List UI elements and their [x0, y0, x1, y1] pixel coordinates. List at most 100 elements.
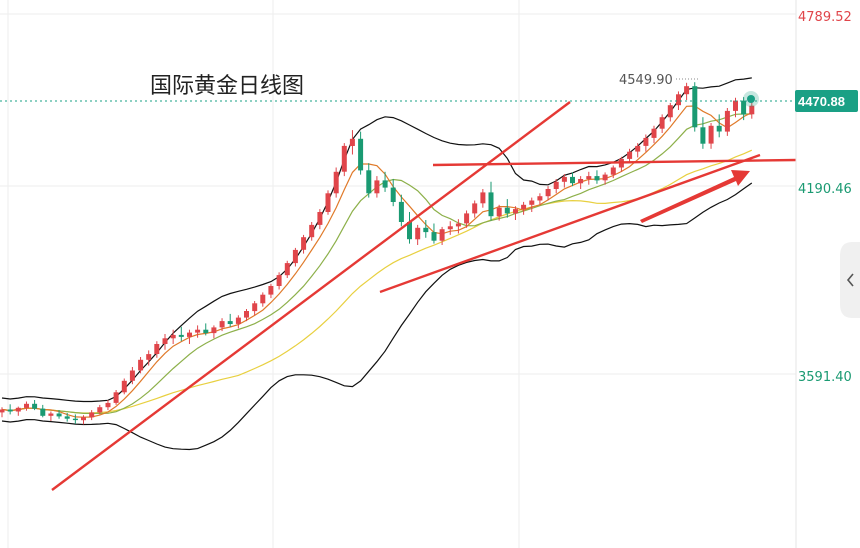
- axis-label-top: 4789.52: [798, 10, 852, 25]
- candle: [513, 206, 518, 220]
- bollinger-lower: [1, 182, 753, 451]
- candle: [227, 313, 233, 327]
- candle: [716, 114, 722, 138]
- candle-body: [162, 338, 168, 344]
- candle: [676, 91, 681, 110]
- candle: [570, 172, 575, 187]
- candle: [48, 411, 54, 421]
- candle-body: [56, 413, 62, 417]
- candle: [692, 82, 698, 132]
- candle-body: [292, 249, 298, 264]
- candle: [415, 224, 421, 245]
- candle-body: [398, 201, 404, 222]
- current-price-label: 4470.88: [798, 94, 845, 109]
- candle: [121, 378, 127, 395]
- candles: [0, 82, 755, 425]
- candle-body: [496, 207, 502, 217]
- candle: [390, 179, 396, 207]
- candle-body: [211, 327, 217, 334]
- candle: [211, 325, 217, 339]
- candle: [684, 82, 690, 100]
- candle-body: [358, 138, 364, 171]
- candle-body: [48, 413, 54, 416]
- candle: [317, 209, 323, 230]
- chart-title: 国际黄金日线图: [150, 74, 304, 99]
- candle-body: [138, 359, 144, 371]
- candle-body: [24, 403, 29, 408]
- candle-body: [301, 237, 307, 250]
- candle: [431, 223, 437, 244]
- candle: [268, 283, 274, 299]
- candle: [24, 401, 29, 411]
- candle: [439, 226, 445, 245]
- bollinger-upper: [1, 77, 752, 403]
- candle-body: [382, 180, 388, 188]
- candle: [162, 334, 168, 350]
- candle-body: [390, 187, 396, 202]
- candle: [700, 117, 706, 149]
- candle-body: [659, 117, 665, 129]
- candle: [366, 163, 372, 198]
- candle-body: [684, 86, 690, 95]
- candle: [325, 190, 331, 215]
- candle: [32, 400, 38, 411]
- candle-body: [570, 176, 575, 184]
- candle: [618, 156, 624, 172]
- candle: [635, 143, 641, 158]
- candle: [455, 219, 461, 234]
- candle-body: [178, 334, 184, 337]
- candle: [97, 404, 103, 415]
- candle-body: [40, 408, 46, 416]
- candle-body: [89, 412, 95, 418]
- candle-body: [667, 105, 673, 118]
- candle-body: [415, 227, 421, 240]
- candle-body: [553, 181, 559, 189]
- candle-body: [268, 286, 274, 295]
- candle-body: [578, 179, 584, 184]
- candle: [170, 329, 176, 344]
- grid: [0, 0, 796, 548]
- candle: [472, 200, 478, 218]
- trend-arrow: [640, 170, 750, 223]
- candle-body: [480, 192, 486, 204]
- candle: [154, 341, 160, 358]
- candle-body: [733, 100, 738, 111]
- candle-body: [121, 380, 127, 393]
- candle-body: [227, 321, 233, 324]
- chevron-left-icon[interactable]: [846, 273, 854, 287]
- candle: [178, 326, 184, 342]
- collapse-panel-tab[interactable]: [840, 242, 860, 318]
- candle: [724, 108, 730, 136]
- candle-body: [651, 128, 657, 138]
- ma-long: [1, 149, 753, 414]
- candle: [651, 125, 657, 144]
- candle: [203, 323, 209, 336]
- candle: [276, 272, 282, 290]
- candle: [81, 415, 86, 425]
- candle-body: [341, 145, 347, 172]
- candle-body: [170, 334, 176, 339]
- candle: [349, 130, 355, 155]
- current-price-tag: 4470.88: [795, 90, 858, 112]
- candle: [72, 414, 78, 424]
- candle-body: [594, 176, 600, 181]
- candle: [447, 221, 453, 235]
- candle-body: [195, 329, 201, 333]
- candle: [561, 174, 567, 188]
- candle-body: [716, 125, 722, 132]
- candle-body: [602, 174, 608, 181]
- candle: [594, 170, 600, 184]
- candle-body: [586, 176, 592, 179]
- candle-body: [374, 180, 380, 194]
- candle-body: [317, 212, 323, 225]
- candle: [56, 410, 62, 419]
- candle: [40, 404, 46, 418]
- candle: [749, 101, 755, 119]
- candle: [187, 329, 192, 344]
- candle-body: [635, 145, 641, 152]
- candle-body: [423, 227, 429, 233]
- candle: [252, 301, 258, 316]
- live-pulse-dot: [743, 91, 759, 107]
- moving-averages: [1, 105, 753, 418]
